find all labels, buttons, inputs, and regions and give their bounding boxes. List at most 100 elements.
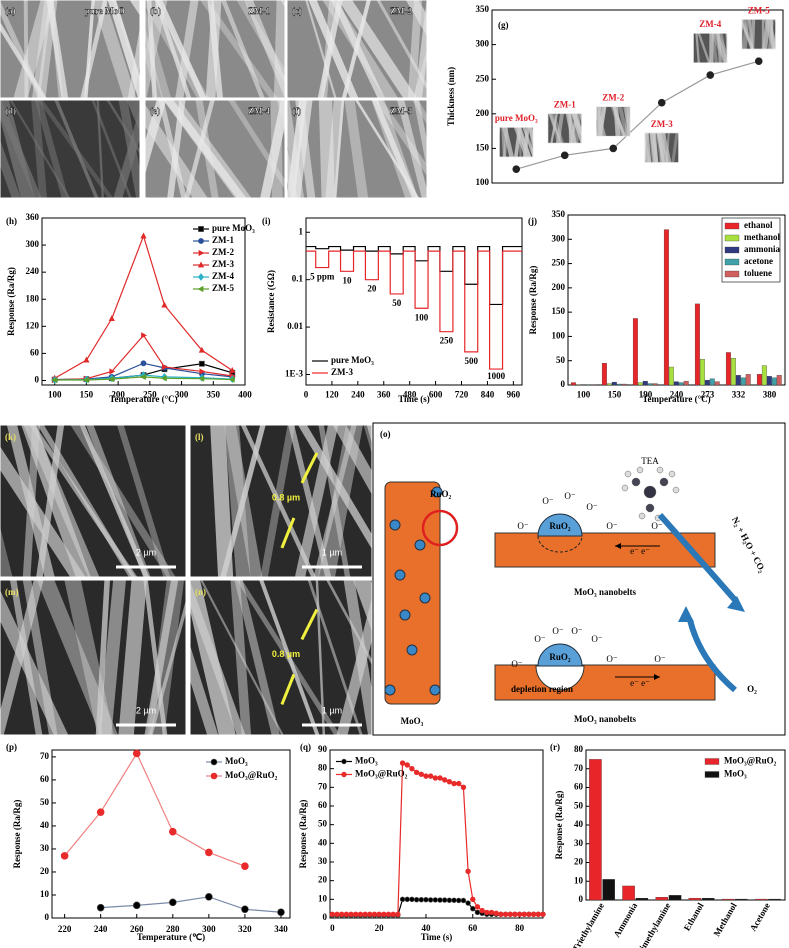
- atom: [624, 470, 632, 478]
- x-tick-label: 960: [507, 389, 521, 399]
- fibre: [21, 425, 91, 577]
- marker: [706, 71, 715, 79]
- y-tick-label: 250: [552, 258, 566, 268]
- fibre: [195, 100, 219, 198]
- marker: [169, 898, 177, 907]
- panel-label: (c): [292, 6, 302, 16]
- bar: [611, 381, 617, 386]
- fibre: [522, 127, 530, 158]
- x-tick-label: 332: [732, 389, 746, 399]
- ion-label: O⁻: [534, 634, 545, 644]
- x-tick-label: 840: [481, 389, 495, 399]
- fibre: [597, 106, 607, 137]
- image-panel: [190, 425, 372, 577]
- y-tick-label: 50: [318, 819, 328, 829]
- fibre: [649, 132, 659, 163]
- fibre: [413, 100, 427, 170]
- panel-label: (p): [6, 742, 17, 752]
- y-tick-label: 10: [40, 889, 50, 899]
- legend-label: ZM-4: [212, 271, 234, 281]
- width-label: 0.8 µm: [272, 649, 300, 659]
- arrow-head: [654, 674, 660, 680]
- image-panel: [145, 0, 285, 98]
- fibre: [610, 106, 626, 137]
- marker: [456, 897, 462, 904]
- marker: [460, 784, 467, 791]
- plot-frame: [41, 217, 246, 386]
- ion-label: O⁻: [542, 496, 553, 506]
- image-panel: [693, 33, 728, 64]
- arrow: [280, 517, 296, 549]
- legend-label: ammonia: [744, 244, 781, 254]
- marker: [560, 151, 569, 160]
- fibre: [338, 0, 418, 98]
- x-tick-label: 340: [274, 924, 288, 934]
- bar: [755, 898, 768, 901]
- y-tick-label: 0: [323, 912, 328, 922]
- y-tick-label: 80: [318, 763, 328, 773]
- fibre: [397, 100, 427, 198]
- marker: [479, 907, 485, 914]
- label: e⁻ e⁻: [630, 546, 650, 556]
- y-tick-label: 30: [40, 843, 50, 853]
- marker: [502, 911, 509, 917]
- bar: [642, 380, 648, 386]
- marker: [470, 905, 476, 912]
- fibre: [184, 100, 215, 198]
- y-tick-label: 300: [476, 39, 490, 49]
- bar: [632, 318, 638, 386]
- fibre: [13, 0, 55, 98]
- fibre: [145, 100, 167, 175]
- label: O₂: [747, 684, 757, 694]
- highlight: [421, 509, 459, 547]
- series-line: [64, 752, 246, 867]
- x-tick-label: 100: [577, 389, 591, 399]
- x-tick-label: 100: [48, 389, 62, 399]
- fibre: [321, 0, 335, 98]
- image-panel: [547, 113, 582, 144]
- marker: [329, 911, 336, 917]
- y-tick-label: 0: [579, 894, 584, 904]
- category-label: ZM-2: [602, 92, 624, 102]
- marker: [423, 897, 429, 903]
- panel-label: (j): [528, 216, 537, 226]
- fibre: [697, 33, 711, 64]
- category-label: ZM-3: [651, 119, 673, 129]
- bar: [637, 382, 643, 386]
- bar: [652, 383, 658, 386]
- category-label: ZM-4: [699, 19, 721, 29]
- legend-swatch: [724, 234, 740, 242]
- panel-label: (a): [5, 6, 16, 16]
- legend-swatch: [724, 222, 740, 230]
- y-tick-label: 70: [574, 763, 584, 773]
- x-tick-label: 80: [515, 923, 525, 933]
- marker: [198, 375, 205, 382]
- y-axis-label: Resistance (GΩ): [266, 270, 276, 333]
- ruo2-particle: [431, 486, 443, 498]
- legend-label: methanol: [744, 232, 780, 242]
- marker: [139, 373, 146, 380]
- reaction-arrow-head: [727, 596, 745, 612]
- legend-label: ZM-2: [212, 247, 234, 257]
- fibre: [200, 580, 284, 735]
- marker: [169, 827, 177, 836]
- y-tick-label: 0.1: [292, 274, 304, 284]
- x-tick-label: 240: [94, 924, 108, 934]
- x-tick-label: 200: [111, 389, 125, 399]
- marker: [465, 868, 471, 875]
- marker: [512, 165, 521, 173]
- marker: [540, 911, 546, 917]
- plot-frame: [51, 749, 291, 919]
- fibre: [98, 580, 126, 735]
- x-tick-label: 150: [608, 389, 622, 399]
- fibre: [671, 132, 679, 163]
- fibre: [91, 100, 132, 198]
- ruo2-cap: [537, 643, 583, 667]
- fibre: [79, 425, 150, 577]
- atom: [672, 486, 680, 494]
- fibre: [107, 0, 140, 98]
- y-tick-label: 40: [318, 837, 328, 847]
- marker: [229, 367, 236, 373]
- marker: [516, 911, 523, 917]
